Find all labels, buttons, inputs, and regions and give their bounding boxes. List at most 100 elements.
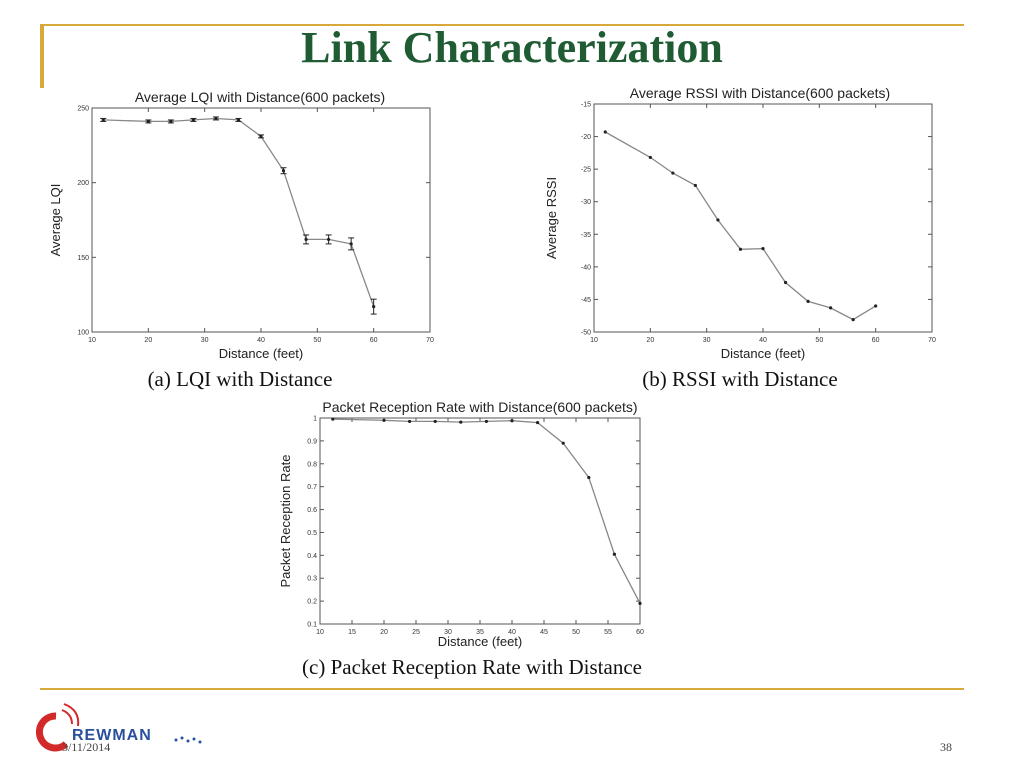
x-tick-label: 40 [508,629,516,636]
x-axis-label: Distance (feet) [438,634,523,649]
y-tick-label: -35 [581,232,591,239]
data-point [603,130,607,134]
y-tick-label: 0.4 [307,553,317,560]
data-point [146,119,150,124]
logo-signal-icon [61,709,73,725]
data-point [638,601,642,605]
x-tick-label: 15 [348,629,356,636]
x-tick-label: 20 [646,337,654,344]
chart-title: Average RSSI with Distance(600 packets) [630,85,890,101]
data-point [331,417,335,421]
data-point [806,299,810,303]
chart-title: Average LQI with Distance(600 packets) [135,89,385,105]
y-tick-label: 1 [313,416,317,423]
lqi-chart: Average LQI with Distance(600 packets) 1… [48,89,434,391]
prr-chart: Packet Reception Rate with Distance(600 … [278,399,644,679]
x-tick-label: 70 [426,337,434,344]
frame-top-rule [40,24,964,26]
data-point [561,441,565,445]
x-tick-label: 20 [144,337,152,344]
x-tick-label: 30 [444,629,452,636]
rewman-logo: REWMAN [35,703,202,752]
series-line [332,418,641,604]
y-tick-label: 0.5 [307,530,317,537]
y-tick-label: 0.3 [307,576,317,583]
data-point [761,247,765,251]
y-tick-label: 0.1 [307,622,317,629]
y-tick-label: 150 [77,255,89,262]
data-point [587,475,591,480]
data-point [169,119,173,124]
x-tick-label: 10 [590,337,598,344]
x-tick-label: 30 [703,337,711,344]
data-point [716,218,720,222]
data-point [783,280,788,285]
logo-dots-icon [174,736,202,744]
logo-signal-outer-icon [63,703,80,727]
data-point [510,419,514,423]
x-tick-label: 55 [604,629,612,636]
data-point [829,306,833,310]
data-point [536,420,540,425]
y-tick-label: -45 [581,297,591,304]
frame-left-rule [40,24,44,88]
footer-date: 3/11/2014 [62,740,111,754]
data-point [236,118,241,122]
y-tick-label: -15 [581,102,591,109]
data-point [372,305,376,309]
data-point [433,419,437,424]
plot-area [319,417,641,625]
plot-area [91,107,431,333]
data-point [101,118,105,122]
y-tick-label: -50 [581,330,591,337]
y-tick-label: -40 [581,264,591,271]
x-tick-label: 45 [540,629,548,636]
data-point [671,171,675,175]
x-tick-label: 30 [201,337,209,344]
data-point [648,155,652,160]
logo-swoosh-icon [35,712,69,752]
data-point [693,183,697,188]
data-point [851,318,855,322]
y-tick-label: 0.7 [307,484,317,491]
x-axis-label: Distance (feet) [219,346,304,361]
y-tick-label: 100 [77,330,89,337]
x-tick-label: 50 [313,337,321,344]
y-tick-label: 250 [77,106,89,113]
y-tick-label: 0.2 [307,599,317,606]
y-axis-label: Average RSSI [544,177,559,259]
x-tick-label: 35 [476,629,484,636]
x-tick-label: 60 [872,337,880,344]
x-tick-label: 60 [370,337,378,344]
x-tick-label: 10 [316,629,324,636]
rssi-chart: Average RSSI with Distance(600 packets) … [544,85,936,391]
data-point [259,134,263,138]
series-line [604,131,877,321]
y-axis-label: Packet Reception Rate [278,455,293,588]
page-number: 38 [940,740,952,754]
y-tick-label: -25 [581,167,591,174]
data-point [281,169,286,173]
chart-title: Packet Reception Rate with Distance(600 … [322,399,637,415]
x-tick-label: 10 [88,337,96,344]
data-point [327,237,331,242]
plot-area [593,103,933,333]
data-point [382,418,386,422]
data-point [349,242,353,246]
x-tick-label: 40 [759,337,767,344]
x-tick-label: 50 [815,337,823,344]
chart-caption: (b) RSSI with Distance [642,367,837,391]
data-point [191,118,195,122]
x-axis-label: Distance (feet) [721,346,806,361]
y-axis-label: Average LQI [48,184,63,257]
frame-bottom-rule [40,688,964,690]
data-point [612,552,616,556]
x-tick-label: 40 [257,337,265,344]
y-tick-label: -20 [581,134,591,141]
series-line [103,117,375,307]
logo-wordmark: REWMAN [72,727,152,744]
y-tick-label: -30 [581,199,591,206]
data-point [459,420,463,424]
data-point [874,304,878,308]
slide-title: Link Characterization [301,23,723,72]
